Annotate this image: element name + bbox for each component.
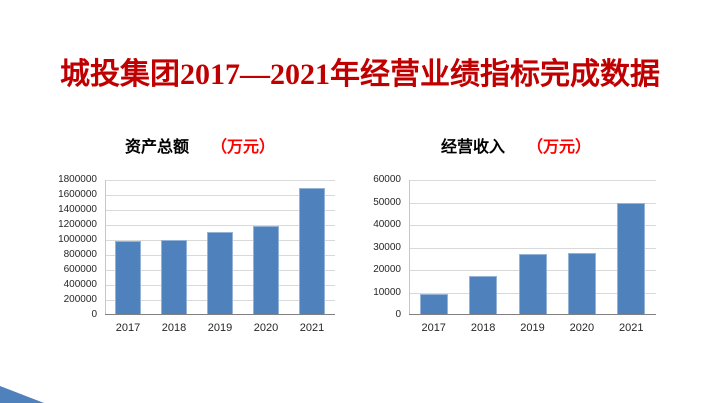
plot-area bbox=[105, 180, 335, 315]
x-tick-label: 2021 bbox=[619, 322, 644, 334]
bar-2017 bbox=[420, 294, 448, 315]
page-title: 城投集团2017—2021年经营业绩指标完成数据 bbox=[60, 58, 660, 91]
x-tick-label: 2019 bbox=[520, 322, 545, 334]
y-axis-line bbox=[409, 180, 410, 315]
gridline bbox=[105, 210, 335, 211]
gridline bbox=[409, 202, 656, 204]
chart-title: 资产总额 （万元） bbox=[50, 138, 350, 158]
y-tick-label: 0 bbox=[91, 309, 97, 320]
y-tick-label: 800000 bbox=[63, 249, 97, 260]
x-tick-label: 2018 bbox=[161, 322, 187, 334]
y-tick-label: 1400000 bbox=[58, 204, 97, 215]
bar-2018 bbox=[469, 276, 497, 315]
x-axis-line bbox=[409, 314, 656, 315]
y-tick-label: 200000 bbox=[63, 294, 97, 305]
gridline bbox=[105, 180, 335, 181]
bar-2018 bbox=[161, 240, 187, 315]
x-tick-label: 2018 bbox=[470, 322, 496, 334]
chart-title: 经营收入 （万元） bbox=[366, 138, 666, 158]
y-tick-label: 1800000 bbox=[58, 174, 97, 185]
x-tick-label: 2020 bbox=[253, 322, 279, 334]
x-axis-line bbox=[105, 314, 335, 315]
chart-total-assets: 资产总额 （万元） 0 200000 400000 600000 800000 100000… bbox=[50, 136, 350, 351]
x-tick-label: 2019 bbox=[207, 322, 233, 334]
y-tick-label: 60000 bbox=[373, 174, 401, 185]
gridline bbox=[409, 225, 656, 227]
y-tick-label: 20000 bbox=[373, 264, 401, 275]
y-tick-label: 600000 bbox=[63, 264, 97, 275]
gridline bbox=[105, 195, 335, 197]
bar-2021 bbox=[617, 203, 645, 315]
chart-title-text: 经营收入 bbox=[440, 139, 505, 156]
corner-decoration-triangle bbox=[0, 386, 44, 403]
chart-unit-label: （万元） bbox=[211, 139, 276, 156]
y-tick-label: 40000 bbox=[373, 219, 401, 230]
y-tick-label: 400000 bbox=[63, 279, 97, 290]
y-tick-label: 50000 bbox=[373, 196, 401, 208]
bar-2019 bbox=[519, 254, 547, 315]
y-tick-label: 10000 bbox=[373, 286, 401, 298]
x-tick-label: 2017 bbox=[421, 322, 446, 334]
y-axis-line bbox=[105, 180, 106, 315]
chart-operating-revenue: 经营收入 （万元） 0 10000 20000 30000 40000 50000 60000… bbox=[366, 136, 666, 351]
y-tick-label: 0 bbox=[395, 309, 401, 320]
bar-2020 bbox=[568, 253, 596, 315]
x-tick-label: 2017 bbox=[115, 322, 141, 334]
bar-2021 bbox=[299, 188, 325, 315]
bar-2020 bbox=[253, 226, 279, 315]
plot-area bbox=[409, 180, 656, 315]
chart-unit-label: （万元） bbox=[527, 139, 592, 156]
x-tick-label: 2021 bbox=[299, 322, 325, 334]
chart-title-text: 资产总额 bbox=[124, 139, 189, 156]
bar-2019 bbox=[207, 232, 233, 315]
y-tick-label: 1000000 bbox=[58, 234, 97, 245]
y-tick-label: 30000 bbox=[373, 241, 401, 253]
bar-2017 bbox=[115, 241, 141, 315]
gridline bbox=[105, 225, 335, 227]
x-tick-label: 2020 bbox=[569, 322, 595, 334]
gridline bbox=[409, 247, 656, 249]
gridline bbox=[409, 180, 656, 181]
y-tick-label: 1600000 bbox=[58, 189, 97, 200]
y-tick-label: 1200000 bbox=[58, 219, 97, 230]
